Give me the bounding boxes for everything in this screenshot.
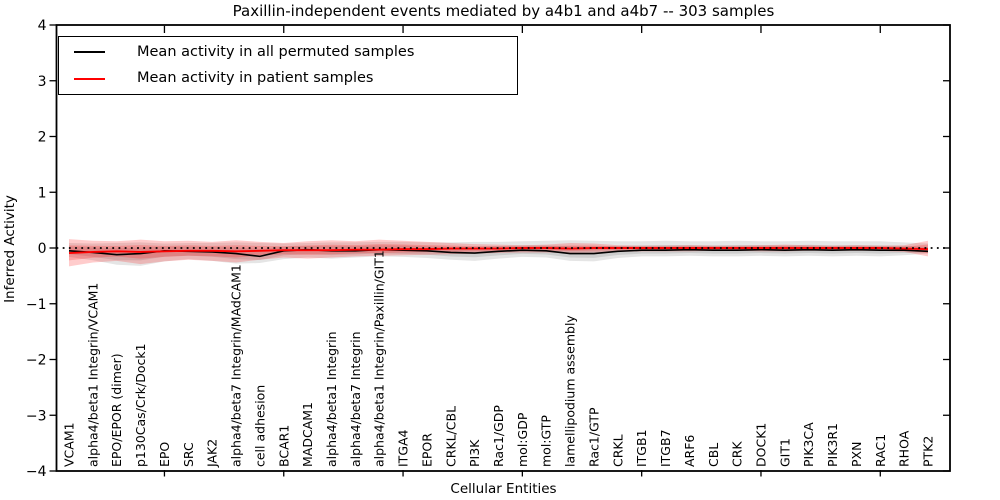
- x-tick-label: cell adhesion: [252, 385, 267, 467]
- x-tick-label: BCAR1: [276, 425, 291, 467]
- x-tick-label: mol:GDP: [515, 412, 530, 467]
- legend-item-patient: Mean activity in patient samples: [59, 67, 517, 90]
- y-tick-label: 3: [38, 74, 47, 90]
- x-tick-label: GIT1: [777, 438, 792, 467]
- x-tick-label: MADCAM1: [300, 402, 315, 467]
- x-tick-label: JAK2: [205, 439, 220, 468]
- x-tick-label: ITGB7: [658, 429, 673, 467]
- patient-band-outer: [69, 239, 928, 267]
- x-tick-label: ITGA4: [396, 429, 411, 467]
- x-tick-label: EPO/EPOR (dimer): [109, 353, 124, 467]
- x-tick-label: Rac1/GTP: [586, 407, 601, 467]
- x-tick-label: alpha4/beta1 Integrin/VCAM1: [85, 283, 100, 467]
- chart-title: Paxillin-independent events mediated by …: [232, 2, 775, 20]
- x-tick-label: EPOR: [419, 433, 434, 467]
- y-axis-label: Inferred Activity: [2, 195, 18, 303]
- y-tick-label: 4: [38, 18, 47, 34]
- x-tick-label: CBL: [706, 443, 721, 467]
- x-tick-label: VCAM1: [62, 422, 77, 467]
- x-tick-label: RHOA: [897, 430, 912, 467]
- legend-label-patient: Mean activity in patient samples: [137, 70, 374, 87]
- x-tick-label: CRKL/CBL: [443, 406, 458, 467]
- x-tick-label: PIK3CA: [801, 422, 816, 467]
- x-tick-label: mol:GTP: [539, 415, 554, 467]
- x-tick-label: PXN: [849, 442, 864, 467]
- permuted-mean-line: [68, 248, 929, 258]
- legend: Mean activity in all permuted samples Me…: [58, 36, 518, 95]
- x-tick-label: PIK3R1: [825, 423, 840, 467]
- x-tick-label: PTK2: [921, 436, 936, 467]
- x-tick-label: alpha4/beta1 Integrin/Paxillin/GIT1: [372, 250, 387, 467]
- x-tick-label: EPO: [157, 442, 172, 467]
- y-tick-label: 0: [38, 241, 47, 257]
- y-tick-label: −4: [26, 464, 47, 480]
- legend-label-permuted: Mean activity in all permuted samples: [137, 43, 415, 60]
- legend-item-permuted: Mean activity in all permuted samples: [59, 41, 517, 64]
- y-tick-label: 1: [38, 185, 47, 201]
- x-tick-label: ITGB1: [634, 429, 649, 467]
- x-tick-label: DOCK1: [753, 423, 768, 467]
- y-tick-label: 2: [38, 130, 47, 146]
- x-tick-label: ARF6: [682, 435, 697, 467]
- x-tick-label: CRKL: [610, 434, 625, 467]
- x-tick-label: lamellipodium assembly: [563, 315, 578, 467]
- y-tick-label: −3: [26, 408, 47, 424]
- x-axis-label: Cellular Entities: [450, 481, 557, 497]
- x-tick-label: alpha4/beta7 Integrin/MAdCAM1: [229, 264, 244, 467]
- x-tick-label: alpha4/beta7 Integrin: [348, 331, 363, 467]
- x-tick-label: CRK: [730, 441, 745, 467]
- x-tick-label: Rac1/GDP: [491, 405, 506, 467]
- x-tick-label: RAC1: [873, 434, 888, 467]
- y-tick-label: −1: [26, 297, 47, 313]
- x-tick-label: alpha4/beta1 Integrin: [324, 331, 339, 467]
- x-tick-label: SRC: [181, 442, 196, 467]
- patient-line-swatch: [74, 77, 105, 80]
- y-tick-label: −2: [26, 353, 47, 369]
- permuted-line-swatch: [74, 51, 105, 54]
- x-tick-label: p130Cas/Crk/Dock1: [133, 343, 148, 467]
- x-tick-label: PI3K: [467, 439, 482, 467]
- permuted-band-outer: [69, 240, 928, 266]
